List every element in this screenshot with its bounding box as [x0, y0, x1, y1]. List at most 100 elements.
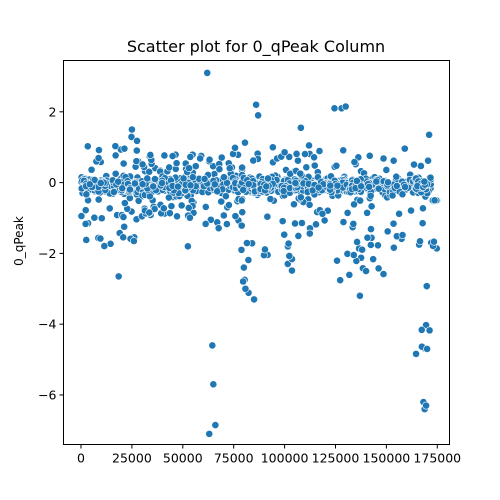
data-point: [424, 156, 432, 165]
data-point: [173, 212, 181, 221]
data-point: [401, 183, 409, 191]
data-point: [379, 270, 388, 278]
data-point: [315, 147, 324, 155]
data-point: [296, 169, 305, 178]
data-point: [100, 242, 109, 250]
data-point: [150, 205, 159, 213]
data-point: [291, 219, 299, 228]
data-point: [410, 160, 418, 169]
data-point: [343, 208, 352, 217]
data-point: [90, 176, 99, 184]
data-point: [341, 102, 350, 111]
data-point: [186, 213, 194, 222]
data-point: [237, 221, 246, 230]
data-point: [146, 151, 155, 159]
data-point: [418, 219, 427, 228]
data-point: [217, 197, 226, 206]
data-point: [205, 429, 214, 438]
data-point: [219, 211, 228, 220]
data-point: [305, 200, 314, 209]
data-point: [128, 125, 136, 134]
data-point: [425, 326, 434, 335]
data-point: [94, 154, 103, 162]
x-tick-label: 150000: [363, 451, 411, 466]
data-point: [430, 237, 438, 246]
data-point: [389, 243, 398, 252]
data-point: [280, 230, 289, 239]
data-point: [95, 146, 103, 154]
data-point: [261, 245, 269, 254]
data-point: [83, 142, 92, 151]
data-point: [296, 123, 305, 132]
data-point: [395, 209, 403, 218]
data-point: [357, 182, 366, 191]
data-point: [225, 164, 234, 173]
data-point: [183, 242, 192, 251]
y-tick-label: 0: [49, 175, 57, 190]
data-point: [254, 111, 263, 120]
data-point: [138, 180, 147, 189]
data-point: [339, 146, 348, 155]
data-point: [238, 208, 247, 217]
data-point: [284, 239, 293, 248]
data-point: [366, 241, 375, 249]
data-point: [263, 212, 272, 221]
data-point: [186, 152, 195, 161]
data-point: [388, 191, 397, 200]
x-axis: 0 25000 50000 75000 100000 125000 150000 175000: [77, 444, 461, 466]
data-point: [165, 163, 174, 172]
data-point: [82, 190, 91, 199]
data-point: [94, 195, 103, 204]
data-point: [326, 181, 335, 190]
data-point: [119, 159, 128, 168]
data-point: [280, 148, 289, 157]
data-point: [372, 177, 381, 186]
data-point: [367, 225, 375, 234]
data-point: [215, 165, 224, 174]
data-point: [111, 142, 120, 151]
data-point: [119, 233, 128, 242]
plot-frame: [63, 60, 450, 445]
data-point: [238, 163, 246, 172]
data-point: [292, 149, 301, 158]
y-axis: −6 −4 −2 0 2: [38, 104, 64, 402]
data-point: [209, 380, 218, 389]
data-point: [423, 345, 432, 353]
data-point: [420, 177, 429, 186]
data-point: [330, 104, 339, 113]
data-point: [210, 180, 219, 189]
data-point: [290, 200, 298, 209]
data-point: [262, 182, 271, 191]
data-point: [419, 204, 427, 213]
data-point: [343, 249, 352, 258]
data-point: [201, 219, 210, 228]
data-point: [105, 204, 114, 213]
data-point: [305, 141, 313, 150]
data-point: [244, 256, 253, 264]
data-point: [196, 154, 205, 163]
data-point: [352, 176, 361, 185]
data-point: [367, 202, 376, 211]
data-point: [392, 172, 401, 181]
data-point: [208, 341, 217, 350]
data-point: [109, 188, 118, 196]
data-point: [398, 231, 407, 239]
data-point: [149, 182, 158, 191]
data-point: [114, 177, 123, 186]
data-point: [118, 184, 127, 193]
data-point: [145, 208, 154, 217]
data-point: [310, 161, 319, 170]
data-point: [285, 252, 294, 260]
data-point: [114, 272, 123, 281]
data-point: [143, 174, 152, 183]
data-point: [310, 153, 318, 162]
data-point: [222, 220, 231, 228]
data-point: [333, 181, 342, 190]
data-point: [239, 186, 248, 194]
data-point: [111, 151, 120, 160]
y-tick-label: 2: [49, 104, 57, 119]
data-point: [168, 152, 177, 160]
data-point: [362, 267, 370, 275]
data-point: [339, 218, 348, 226]
data-point: [250, 295, 258, 304]
